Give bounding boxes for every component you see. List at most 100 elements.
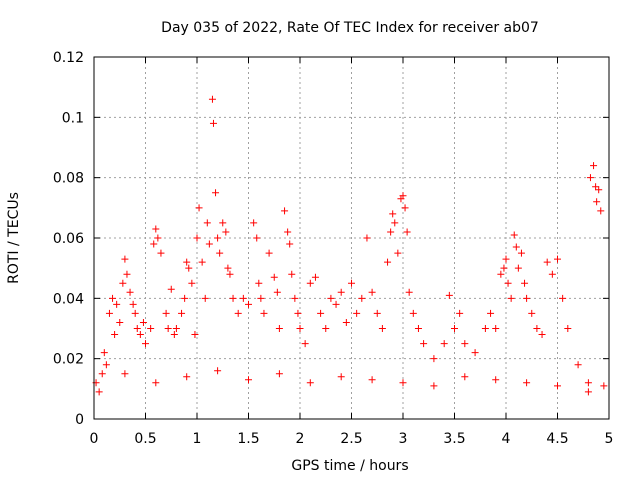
data-point [523,294,531,302]
data-point [219,219,227,227]
data-point [363,234,371,242]
data-point [181,294,189,302]
data-point [592,183,600,191]
data-point [317,309,325,317]
data-point [229,294,237,302]
data-point [136,331,144,339]
axis-ticks [93,56,610,420]
grid-lines [94,57,609,419]
data-point [288,270,296,278]
data-point [139,318,147,326]
x-tick-label: 0.5 [134,431,156,447]
data-point [260,309,268,317]
data-point [492,325,500,332]
data-point [154,234,162,242]
data-point [193,234,201,242]
data-point [387,228,395,236]
data-point [590,162,598,170]
data-point [129,300,137,308]
data-point [222,228,230,236]
data-point [306,379,314,387]
x-tick-label: 2 [296,431,305,447]
data-point [250,219,258,227]
data-point [301,340,309,348]
data-point [234,309,242,317]
data-point [510,231,518,239]
data-point [533,325,541,332]
data-point [586,174,594,182]
data-point [337,373,345,381]
data-point [414,325,422,332]
data-point [597,207,605,215]
data-point [504,279,512,287]
data-point [461,373,469,381]
data-point [214,367,222,375]
data-point [116,318,124,326]
data-point [170,331,178,339]
data-point [538,331,546,339]
data-point [403,228,411,236]
data-point [595,186,603,194]
data-point [517,249,525,257]
y-tick-label: 0.1 [62,110,84,126]
data-point [311,273,319,281]
data-point [208,95,216,103]
data-point [98,370,106,378]
data-point [487,309,495,317]
data-point [564,325,572,332]
data-point [430,355,438,363]
data-point [286,240,294,248]
data-point [514,264,522,272]
data-point [394,249,402,257]
data-point [152,379,160,387]
data-point [523,379,531,387]
data-point [451,325,458,332]
data-point [119,279,127,287]
data-point [409,309,417,317]
data-point [273,288,281,296]
data-point [358,294,366,302]
y-axis-label: ROTI / TECUs [6,192,22,284]
data-point [113,300,121,308]
data-point [201,294,209,302]
data-point [456,309,464,317]
data-point [521,279,529,287]
data-point [188,279,196,287]
data-point [185,264,193,272]
data-point [253,234,261,242]
data-point [332,300,340,308]
y-tick-label: 0.08 [53,171,84,187]
data-point [265,249,273,257]
data-point [399,379,407,387]
data-point [224,264,232,272]
data-point [306,279,314,287]
data-points [92,95,608,396]
data-point [389,210,397,218]
data-point [337,288,345,296]
data-point [102,361,110,369]
data-point [239,294,247,302]
data-point [209,119,217,127]
data-point [481,325,489,332]
data-point [150,240,158,248]
data-point [275,370,283,378]
data-point [497,270,505,278]
data-point [167,285,175,293]
data-point [353,309,361,317]
data-point [574,361,582,369]
data-point [512,243,520,251]
data-point [378,325,386,332]
data-point [157,249,165,257]
data-point [183,373,191,381]
x-tick-label: 3 [399,431,408,447]
x-tick-label: 1 [193,431,202,447]
data-point [554,382,561,390]
data-point [543,258,551,266]
y-tick-label: 0.06 [53,231,84,247]
data-point [559,294,567,302]
data-point [420,340,428,348]
x-axis-label: GPS time / hours [291,458,408,474]
data-point [327,294,335,302]
